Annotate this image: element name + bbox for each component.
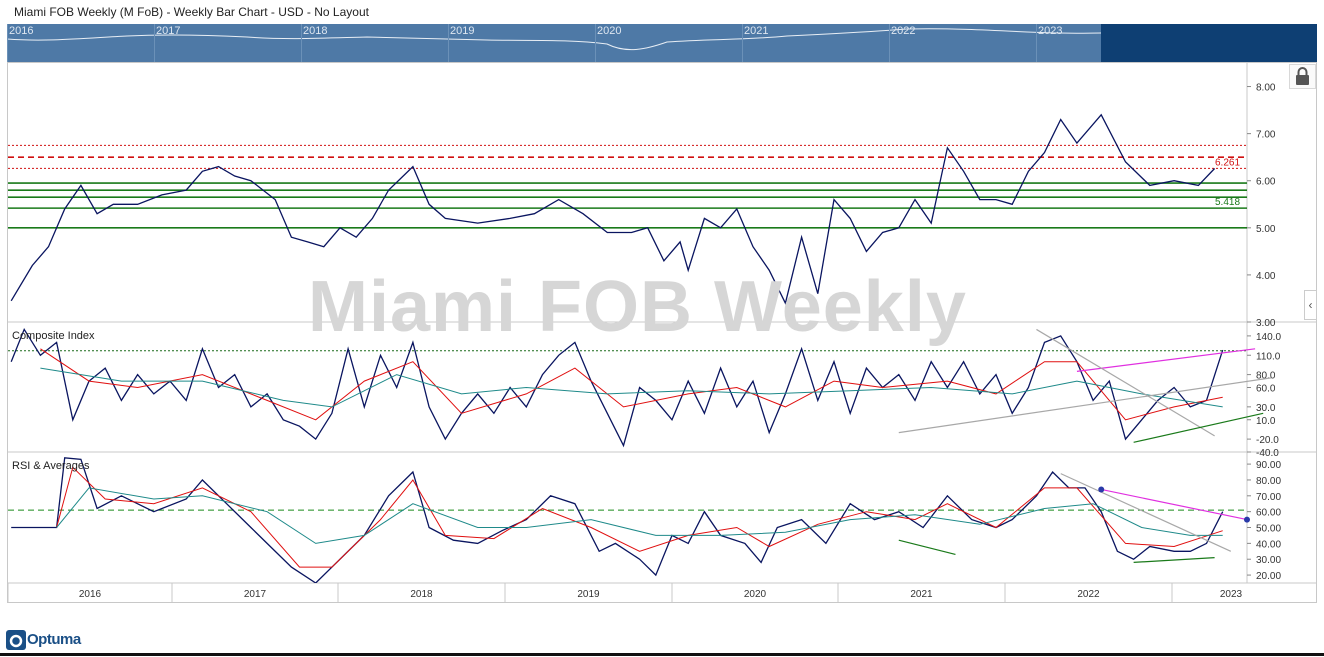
overview-navigator[interactable]: 2016 2017 2018 2019 2020 2021 2022 2023 <box>7 24 1317 62</box>
y-tick-label: 20.00 <box>1256 571 1281 582</box>
overview-year-label: 2023 <box>1038 25 1063 37</box>
trend-line <box>1133 412 1264 443</box>
overview-year-tick <box>154 24 155 62</box>
overview-visible-window[interactable] <box>1101 24 1317 62</box>
chart-frame <box>7 62 1317 603</box>
trend-line <box>1060 473 1232 552</box>
overview-year-label: 2018 <box>303 25 328 37</box>
x-tick-label: 2021 <box>910 589 933 600</box>
optuma-logo-icon <box>6 630 26 650</box>
lock-button[interactable] <box>1289 64 1316 89</box>
trend-line <box>898 377 1272 434</box>
trend-anchor-dot <box>1244 516 1250 523</box>
x-tick-label: 2019 <box>577 589 600 600</box>
overview-year-tick <box>301 24 302 62</box>
overview-year-tick <box>742 24 743 62</box>
y-tick-label: 10.0 <box>1256 416 1276 427</box>
trend-line <box>1133 557 1215 563</box>
x-tick-label: 2022 <box>1077 589 1100 600</box>
y-tick-label: 6.00 <box>1256 177 1276 188</box>
y-tick-label: 80.00 <box>1256 476 1281 487</box>
y-tick-label: 50.00 <box>1256 524 1281 535</box>
window-title: Miami FOB Weekly (M FoB) - Weekly Bar Ch… <box>14 5 369 19</box>
y-tick-label: 70.00 <box>1256 492 1281 503</box>
y-tick-label: 30.00 <box>1256 555 1281 566</box>
trend-line <box>1101 488 1248 521</box>
y-tick-label: 8.00 <box>1256 83 1276 94</box>
y-tick-label: 5.00 <box>1256 224 1276 235</box>
support-level-label: 5.418 <box>1215 197 1240 208</box>
series-line <box>56 487 1223 544</box>
trend-anchor-dot <box>1098 486 1105 493</box>
series-line <box>11 457 1224 583</box>
overview-year-tick <box>7 24 8 62</box>
overview-year-tick <box>1036 24 1037 62</box>
y-tick-label: 40.00 <box>1256 539 1281 550</box>
overview-year-label: 2021 <box>744 25 769 37</box>
trend-line <box>1036 328 1215 437</box>
lock-icon <box>1296 67 1309 85</box>
y-tick-label: 30.0 <box>1256 403 1276 414</box>
y-tick-label: 3.00 <box>1256 318 1276 329</box>
y-tick-label: -20.0 <box>1256 435 1279 446</box>
chevron-left-icon[interactable]: ‹ <box>1304 290 1317 320</box>
x-tick-label: 2023 <box>1220 589 1243 600</box>
y-tick-label: 7.00 <box>1256 130 1276 141</box>
y-tick-label: 140.0 <box>1256 332 1281 343</box>
y-tick-label: 60.0 <box>1256 384 1276 395</box>
x-tick-label: 2016 <box>79 589 102 600</box>
y-tick-label: 60.00 <box>1256 508 1281 519</box>
x-tick-label: 2018 <box>410 589 433 600</box>
overview-year-tick <box>595 24 596 62</box>
series-line <box>56 466 1223 568</box>
overview-year-label: 2022 <box>891 25 916 37</box>
overview-year-tick <box>448 24 449 62</box>
brand-name: Optuma <box>27 631 81 648</box>
bottom-rule <box>0 653 1324 656</box>
watermark: Miami FOB Weekly <box>308 267 967 347</box>
trend-line <box>898 539 956 556</box>
rsi-pane-title: RSI & Averages <box>12 460 90 472</box>
y-tick-label: 90.00 <box>1256 460 1281 471</box>
title-bar: Miami FOB Weekly (M FoB) - Weekly Bar Ch… <box>0 0 1324 24</box>
y-tick-label: 110.0 <box>1256 351 1281 362</box>
composite-pane-title: Composite Index <box>12 330 95 342</box>
series-line <box>10 327 1224 448</box>
overview-year-label: 2017 <box>156 25 181 37</box>
y-tick-label: 4.00 <box>1256 271 1276 282</box>
trend-line <box>1076 348 1256 372</box>
overview-year-label: 2020 <box>597 25 622 37</box>
y-tick-label: 80.0 <box>1256 371 1276 382</box>
series-line <box>10 113 1216 306</box>
overview-year-tick <box>889 24 890 62</box>
series-line <box>40 367 1223 408</box>
series-line <box>40 348 1223 421</box>
x-tick-label: 2020 <box>744 589 767 600</box>
y-tick-label: -40.0 <box>1256 448 1279 459</box>
footer: Optuma <box>0 628 1324 657</box>
overview-year-label: 2019 <box>450 25 475 37</box>
overview-price-line <box>7 28 1102 51</box>
resistance-level-label: 6.261 <box>1215 157 1240 168</box>
overview-year-label: 2016 <box>9 25 34 37</box>
x-tick-label: 2017 <box>244 589 267 600</box>
